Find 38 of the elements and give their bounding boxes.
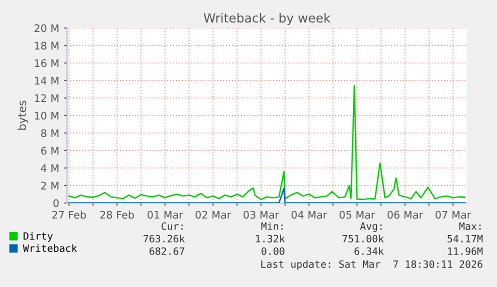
text: Cur: [162, 222, 183, 230]
text: 54.17M [448, 234, 483, 242]
x-tick-label: 06 Mar [388, 210, 424, 219]
line-series [68, 85, 466, 200]
x-tick-label: 04 Mar [292, 210, 328, 219]
x-tick-label: 01 Mar [148, 210, 184, 219]
y-tick-label: 14 M [34, 76, 58, 84]
x-tick-label: 27 Feb [52, 210, 86, 219]
text: Avg: [360, 222, 382, 232]
chart-title: Writeback - by week [204, 12, 331, 26]
x-tick-label: 07 Mar [436, 210, 472, 219]
y-tick-label: 8 M [41, 129, 58, 138]
y-tick-label: 18 M [34, 42, 58, 50]
y-tick-label: 6 M [41, 146, 58, 155]
y-tick-label: 10 M [34, 112, 58, 120]
text: 763.26k [144, 234, 185, 242]
x-tick-label: 28 Feb [100, 210, 134, 219]
text: 11.96M [448, 247, 483, 255]
text: 1.32k [256, 234, 285, 242]
x-tick-label: 02 Mar [196, 210, 232, 219]
y-axis-title: bytes [18, 100, 28, 130]
x-tick-label: 05 Mar [340, 210, 376, 219]
text: Last update: Sat Mar 7 18:30:11 2026 [261, 260, 482, 270]
text: 682.67 [150, 247, 184, 255]
y-tick-label: 16 M [34, 59, 58, 68]
text: Max: [459, 222, 481, 230]
y-tick-label: 2 M [41, 182, 58, 190]
y-tick-label: 12 M [34, 94, 58, 102]
legend-label: Writeback [23, 244, 78, 252]
text: Min: [261, 222, 283, 230]
x-tick-label: 03 Mar [244, 210, 280, 219]
y-tick-label: 20 M [34, 24, 58, 32]
text: 0.00 [262, 247, 284, 255]
text: 751.00k [342, 234, 384, 242]
y-tick-label: 0 [53, 199, 59, 208]
legend-label: Dirty [24, 232, 53, 242]
y-tick-label: 4 M [40, 164, 58, 172]
text: 6.34k [354, 247, 384, 255]
